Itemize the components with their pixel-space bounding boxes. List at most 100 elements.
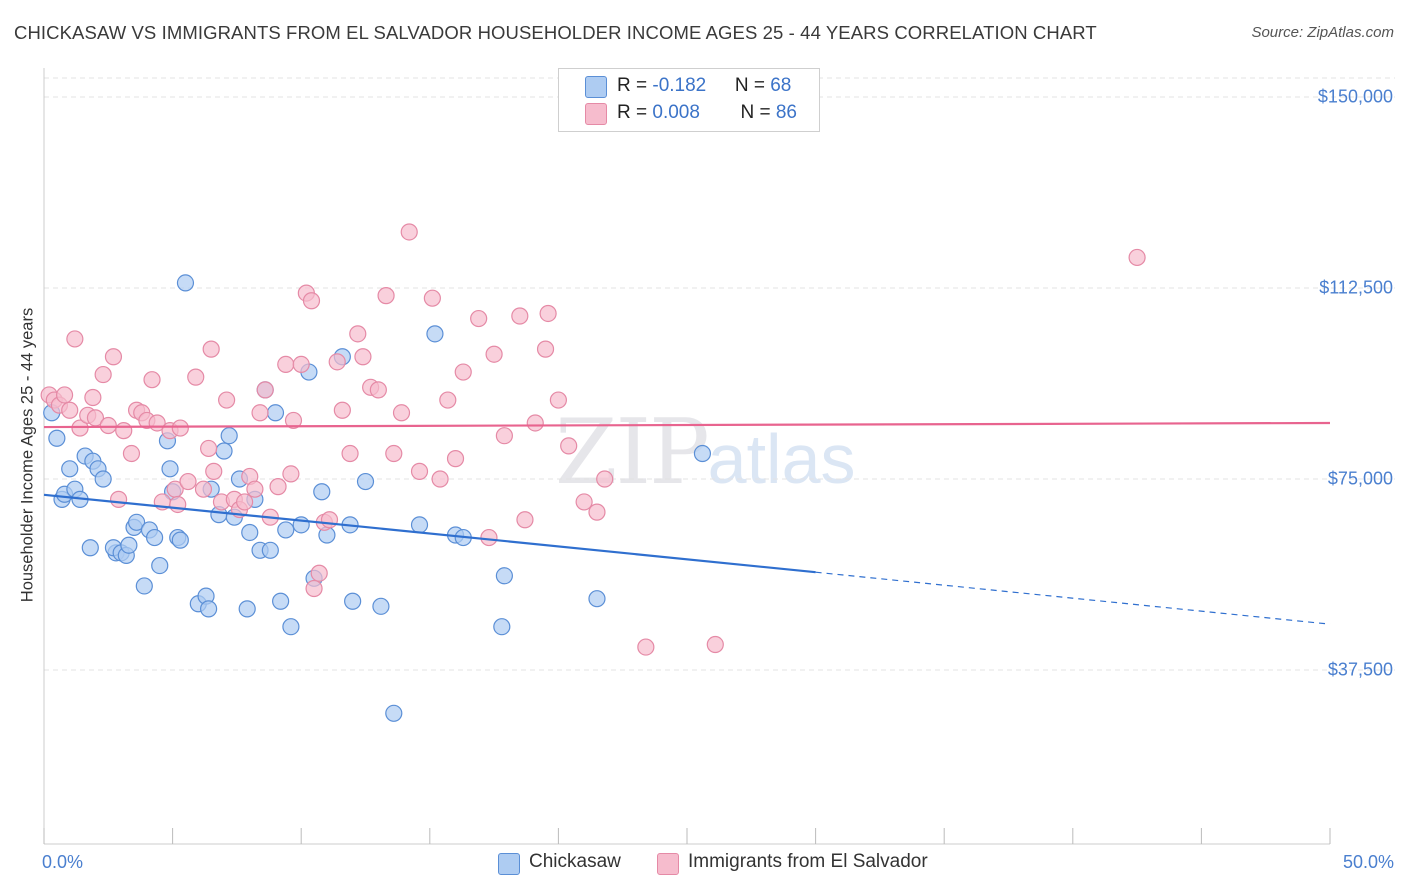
- chickasaw-point: [495, 567, 513, 585]
- chickasaw-point: [313, 483, 331, 501]
- salvador-point: [1128, 248, 1146, 267]
- salvador-point: [495, 427, 513, 445]
- salvador-point: [251, 404, 269, 422]
- salvador-point: [61, 401, 79, 419]
- salvador-point: [269, 478, 287, 496]
- salvador-point: [480, 528, 498, 547]
- salvador-point: [470, 309, 488, 328]
- salvador-point: [596, 470, 614, 488]
- salvador-point: [55, 386, 74, 404]
- salvador-point: [392, 404, 411, 422]
- chickasaw-point: [94, 470, 112, 488]
- source-credit: Source: ZipAtlas.com: [1251, 24, 1394, 41]
- salvador-point: [400, 223, 418, 241]
- salvador-point: [104, 348, 123, 366]
- chickasaw-point: [120, 536, 138, 554]
- chickasaw-point: [344, 592, 362, 610]
- legend-r-value: -0.182: [652, 75, 707, 96]
- salvador-point: [187, 368, 205, 386]
- salvador-point: [377, 287, 395, 305]
- salvador-point: [446, 450, 465, 468]
- salvador-point: [341, 444, 359, 463]
- salvador-point: [84, 388, 102, 407]
- salvador-point: [66, 330, 84, 348]
- chickasaw-point: [151, 556, 169, 575]
- legend-row-salvador: R = 0.008 N = 86: [617, 102, 797, 126]
- chart-title: CHICKASAW VS IMMIGRANTS FROM EL SALVADOR…: [14, 22, 1097, 43]
- chickasaw-point: [81, 539, 99, 557]
- salvador-point: [549, 391, 568, 409]
- chickasaw-trend-line: [43, 493, 816, 574]
- chickasaw-point: [261, 541, 279, 559]
- salvador-point: [282, 465, 300, 483]
- salvador-point: [410, 462, 429, 480]
- salvador-point: [284, 411, 303, 430]
- salvador-point: [109, 490, 128, 508]
- legend-r-label: R =: [617, 102, 653, 123]
- salvador-point: [354, 348, 372, 366]
- salvador-point: [333, 401, 351, 419]
- chickasaw-point: [48, 429, 66, 447]
- salvador-point: [706, 635, 724, 654]
- salvador-point: [169, 495, 187, 514]
- chickasaw-point: [176, 274, 195, 292]
- chickasaw-point: [356, 472, 375, 491]
- salvador-point: [369, 381, 387, 399]
- series-legend: Chickasaw Immigrants from El Salvador: [0, 851, 1406, 877]
- legend-n-value: 68: [770, 75, 792, 96]
- salvador-point: [205, 462, 223, 480]
- salvador-point: [423, 289, 441, 307]
- salvador-point: [539, 304, 557, 323]
- chickasaw-point: [272, 592, 290, 610]
- legend-n-label: N =: [734, 75, 771, 96]
- salvador-point: [439, 391, 457, 409]
- y-tick-label-112500: $112,500: [1319, 277, 1393, 298]
- salvador-point: [302, 292, 321, 310]
- chickasaw-point: [266, 404, 285, 422]
- legend-r-label: R =: [617, 75, 653, 96]
- chickasaw-point: [61, 460, 79, 478]
- salvador-point: [320, 511, 339, 529]
- y-tick-label-150000: $150,000: [1317, 86, 1393, 107]
- salvador-point: [431, 470, 449, 488]
- salvador-point: [179, 472, 197, 491]
- x-tick-label-left: 0.0%: [42, 852, 84, 872]
- chickasaw-point: [145, 528, 164, 547]
- salvador-point: [99, 416, 117, 435]
- salvador-point: [536, 340, 555, 358]
- y-tick-label-75000: $75,000: [1327, 468, 1393, 489]
- salvador-point: [385, 444, 403, 463]
- salvador-point: [511, 307, 529, 325]
- legend-n-label: N =: [740, 102, 776, 123]
- chickasaw-point: [241, 523, 259, 542]
- salvador-point: [143, 371, 161, 389]
- salvador-point: [588, 503, 606, 521]
- chickasaw-point: [372, 597, 390, 615]
- salvador-point: [310, 564, 328, 582]
- chickasaw-point: [277, 521, 295, 539]
- y-tick-label-37500: $37,500: [1327, 659, 1393, 680]
- salvador-point: [246, 480, 264, 498]
- salvador-point: [575, 493, 593, 511]
- salvador-point: [485, 345, 503, 363]
- salvador-point: [637, 638, 655, 656]
- chickasaw-trend-extension: [815, 571, 1331, 625]
- salvador-point: [277, 355, 295, 373]
- salvador-point: [202, 340, 220, 358]
- correlation-legend: R = -0.182 N = 68 R = 0.008 N = 86: [558, 68, 820, 132]
- salvador-point: [71, 419, 89, 437]
- chickasaw-point: [410, 516, 429, 534]
- salvador-point: [218, 391, 236, 409]
- chickasaw-point: [135, 577, 153, 595]
- chickasaw-point: [171, 531, 189, 549]
- legend-row-chickasaw: R = -0.182 N = 68: [617, 75, 791, 99]
- chickasaw-point: [161, 460, 179, 478]
- salvador-point: [115, 422, 133, 440]
- salvador-point: [94, 365, 112, 384]
- chickasaw-point: [493, 618, 511, 636]
- salvador-point: [516, 511, 534, 529]
- legend-r-value: 0.008: [652, 102, 700, 123]
- chickasaw-point: [127, 513, 146, 531]
- salvador-point: [560, 437, 578, 455]
